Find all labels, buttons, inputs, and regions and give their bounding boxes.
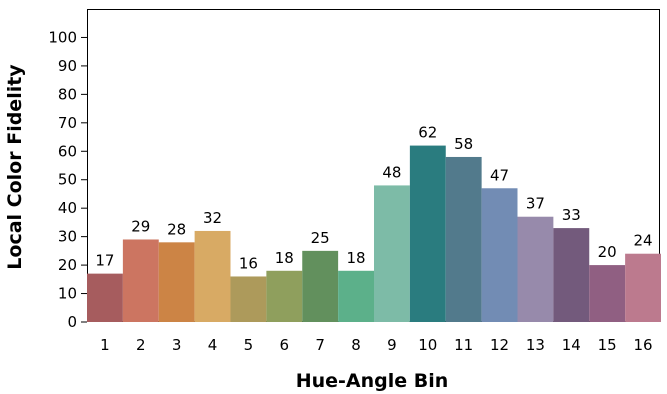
y-tick-label: 70 (58, 114, 77, 132)
x-tick-label: 13 (526, 336, 545, 354)
bar-value-label: 37 (526, 195, 545, 213)
y-tick-label: 100 (48, 28, 77, 46)
bar-value-label: 20 (598, 243, 617, 261)
x-tick-label: 16 (634, 336, 653, 354)
x-tick-label: 7 (315, 336, 325, 354)
bar-value-label: 58 (454, 135, 473, 153)
bar (481, 188, 518, 322)
y-tick-label: 20 (58, 256, 77, 274)
x-tick-label: 9 (387, 336, 397, 354)
bar-value-label: 28 (167, 220, 186, 238)
bar (374, 185, 410, 322)
y-axis-ticks: 0 10 20 30 40 50 60 70 80 90 100 (48, 28, 87, 331)
x-tick-label: 15 (598, 336, 617, 354)
x-tick-labels-group: 1 2 3 4 5 6 7 8 9 10 11 12 13 14 15 16 (100, 336, 652, 354)
x-tick-label: 12 (490, 336, 509, 354)
x-tick-label: 2 (136, 336, 146, 354)
x-tick-label: 4 (208, 336, 218, 354)
x-tick-label: 14 (562, 336, 581, 354)
y-axis-title: Local Color Fidelity (4, 64, 26, 270)
x-tick-label: 8 (351, 336, 361, 354)
bar-value-label: 25 (311, 229, 330, 247)
bar (338, 270, 374, 322)
y-tick-label: 40 (58, 199, 77, 217)
y-tick-label: 50 (58, 171, 77, 189)
bar-value-label: 16 (239, 254, 258, 272)
bar (445, 156, 482, 322)
bar (302, 250, 339, 322)
bar-value-label: 17 (95, 252, 114, 270)
bar (87, 273, 123, 322)
x-tick-label: 1 (100, 336, 110, 354)
y-tick-label: 10 (58, 285, 77, 303)
y-tick-label: 0 (67, 313, 77, 331)
y-tick-label: 30 (58, 228, 77, 246)
bar (409, 145, 446, 322)
data-labels-group: 17 29 28 32 16 18 25 18 48 62 58 47 37 33 20 24 (95, 124, 652, 273)
bar (589, 265, 626, 322)
x-axis-title: Hue-Angle Bin (296, 370, 449, 392)
x-tick-label: 6 (280, 336, 290, 354)
bar (158, 242, 195, 322)
bar-value-label: 48 (382, 163, 401, 181)
x-tick-label: 11 (454, 336, 473, 354)
bar (230, 276, 267, 322)
bar-value-label: 33 (562, 206, 581, 224)
bar-value-label: 62 (418, 124, 437, 142)
bar-value-label: 47 (490, 166, 509, 184)
bar (194, 230, 231, 322)
bar (122, 239, 159, 322)
x-tick-label: 3 (172, 336, 182, 354)
bar-value-label: 18 (347, 249, 366, 267)
bar-value-label: 24 (634, 232, 653, 250)
bar-value-label: 32 (203, 209, 222, 227)
bar (266, 270, 303, 322)
bar-value-label: 18 (275, 249, 294, 267)
bar (553, 228, 590, 322)
bars-group (87, 145, 661, 322)
x-tick-label: 10 (418, 336, 437, 354)
y-tick-label: 60 (58, 142, 77, 160)
y-tick-label: 80 (58, 85, 77, 103)
y-tick-label: 90 (58, 57, 77, 75)
x-tick-label: 5 (244, 336, 254, 354)
bar (517, 216, 554, 322)
bar (625, 253, 661, 322)
bar-value-label: 29 (131, 217, 150, 235)
